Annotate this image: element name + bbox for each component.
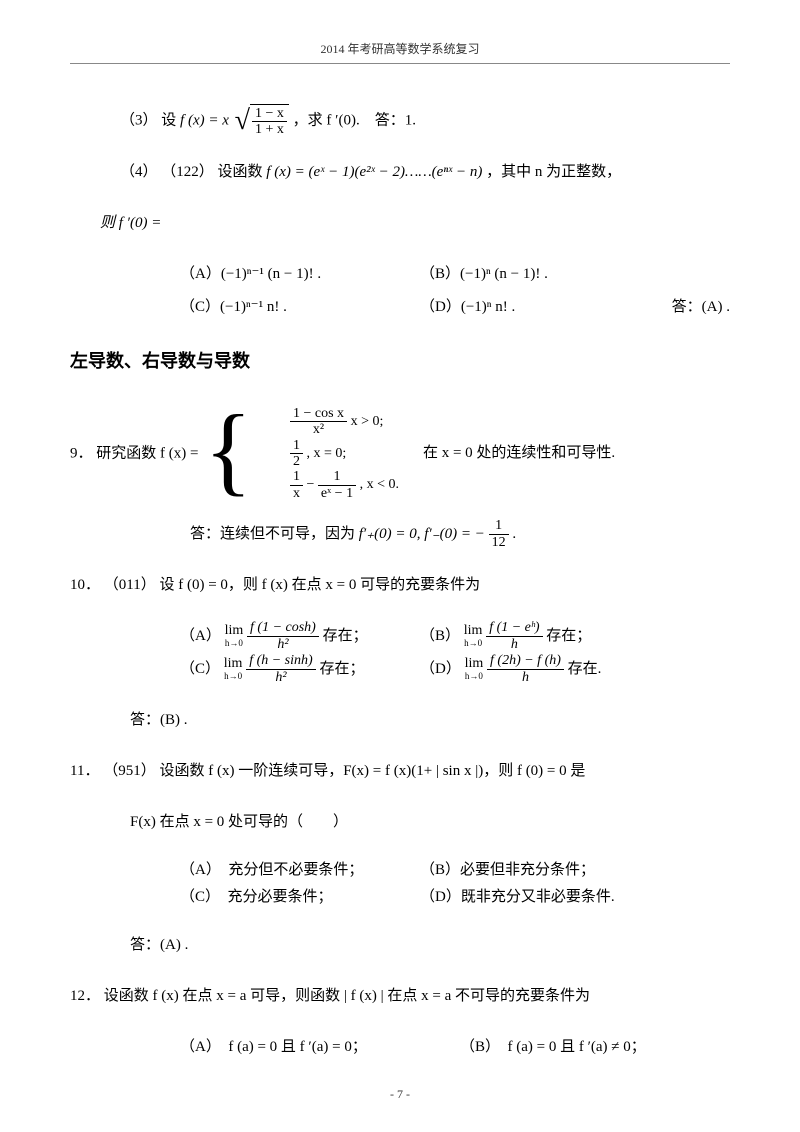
den: eˣ − 1 (318, 486, 356, 501)
cond: , x < 0. (360, 478, 399, 493)
opt-label: （A） (180, 628, 221, 644)
problem-9-answer: 答：连续但不可导，因为 f′₊(0) = 0, f′₋(0) = − 112 . (70, 518, 730, 551)
lim: limh→0 (224, 657, 243, 681)
answer: 答：(A) . (630, 291, 730, 324)
brace-icon: { (204, 400, 252, 500)
opt-label: （C） (180, 661, 220, 677)
num: 12． (70, 988, 100, 1004)
label: （3） (120, 112, 158, 128)
num: f (h − sinh) (246, 653, 316, 669)
problem-4: （4） （122） 设函数 f (x) = (eˣ − 1)(e²ˣ − 2)…… (70, 156, 730, 189)
lim: limh→0 (464, 624, 483, 648)
text: 设函数 f (x) 在点 x = a 可导，则函数 | f (x) | 在点 x… (104, 988, 590, 1004)
num: 1 − cos x (290, 406, 347, 422)
problem-11-line2: F(x) 在点 x = 0 处可导的（ ） (70, 806, 730, 839)
text: ，其中 n 为正整数， (486, 164, 621, 180)
den: h² (247, 637, 319, 652)
num: f (2h) − f (h) (487, 653, 564, 669)
section-heading: 左导数、右导数与导数 (70, 342, 730, 382)
page-footer: - 7 - (0, 1087, 800, 1102)
opt-a: （A） f (a) = 0 且 f ′(a) = 0； (180, 1031, 460, 1064)
problem-10: 10． （011） 设 f (0) = 0，则 f (x) 在点 x = 0 可… (70, 569, 730, 602)
problem-4-options-row1: （A）(−1)ⁿ⁻¹ (n − 1)! . （B）(−1)ⁿ (n − 1)! … (70, 258, 730, 291)
problem-3: （3） 设 f (x) = x √ 1 − x1 + x ，求 f ′(0). … (70, 104, 730, 138)
problem-11-row1: （A） 充分但不必要条件； （B）必要但非充分条件； (70, 857, 730, 884)
text: 存在； (546, 628, 591, 644)
text: 研究函数 f (x) = (96, 445, 202, 461)
opt-b: （B） f (a) = 0 且 f ′(a) ≠ 0； (460, 1031, 730, 1064)
sqrt: √ 1 − x1 + x (233, 104, 289, 138)
den: h (487, 670, 564, 685)
num: 1 (318, 469, 356, 485)
cond: x > 0; (351, 414, 384, 429)
num: f (1 − cosh) (247, 620, 319, 636)
lim: limh→0 (225, 624, 244, 648)
opt-d: （D）既非充分又非必要条件. (420, 884, 730, 911)
problem-12: 12． 设函数 f (x) 在点 x = a 可导，则函数 | f (x) | … (70, 980, 730, 1013)
den: 2 (290, 454, 303, 469)
num: 9． (70, 445, 93, 461)
ref: （951） (103, 763, 156, 779)
opt-b: （B）必要但非充分条件； (420, 857, 730, 884)
text: 设 (161, 112, 180, 128)
text: 存在； (319, 661, 364, 677)
text: 设函数 f (x) 一阶连续可导，F(x) = f (x)(1+ | sin x… (159, 763, 585, 779)
problem-4-then: 则 f ′(0) = (70, 207, 730, 240)
den: h (486, 637, 542, 652)
opt-a: （A） 充分但不必要条件； (180, 857, 420, 884)
den: x² (290, 422, 347, 437)
opt-a: （A）(−1)ⁿ⁻¹ (n − 1)! . (180, 258, 420, 291)
fx: f (x) = (eˣ − 1)(e²ˣ − 2)……(eⁿˣ − n) (266, 164, 482, 180)
text: 答：连续但不可导，因为 (190, 526, 359, 542)
den: x (290, 486, 303, 501)
text: 设函数 (218, 164, 267, 180)
problem-11-answer: 答：(A) . (70, 929, 730, 962)
text: . (512, 526, 516, 542)
den: h² (246, 670, 316, 685)
ref: （122） (161, 164, 214, 180)
lim: limh→0 (465, 657, 484, 681)
text: 则 f ′(0) = (100, 215, 161, 231)
fx: f (x) = x (180, 112, 229, 128)
den: 12 (489, 535, 509, 550)
problem-10-answer: 答：(B) . (70, 704, 730, 737)
cond: , x = 0; (307, 446, 347, 461)
problem-11: 11． （951） 设函数 f (x) 一阶连续可导，F(x) = f (x)(… (70, 755, 730, 788)
opt-b: （B）(−1)ⁿ (n − 1)! . (420, 258, 730, 291)
num: 1 (489, 518, 509, 534)
text: 设 f (0) = 0，则 f (x) 在点 x = 0 可导的充要条件为 (159, 577, 480, 593)
page-header: 2014 年考研高等数学系统复习 (70, 40, 730, 64)
label: （4） (120, 164, 158, 180)
den: 1 + x (252, 122, 287, 137)
opt-label: （B） (420, 628, 460, 644)
text: 存在； (323, 628, 368, 644)
num: 1 − x (252, 106, 287, 122)
text: 存在. (568, 661, 602, 677)
problem-4-options-row2: （C）(−1)ⁿ⁻¹ n! . （D）(−1)ⁿ n! . 答：(A) . (70, 291, 730, 324)
opt-c: （C） 充分必要条件； (180, 884, 420, 911)
problem-11-row2: （C） 充分必要条件； （D）既非充分又非必要条件. (70, 884, 730, 911)
ref: （011） (104, 577, 156, 593)
num: 1 (290, 469, 303, 485)
num: f (1 − eʰ) (486, 620, 542, 636)
opt-d: （D）(−1)ⁿ n! . (420, 291, 630, 324)
num: 10． (70, 577, 100, 593)
problem-9: 9． 研究函数 f (x) = { 1 − cos xx² x > 0; 12 … (70, 404, 730, 504)
opt-c: （C）(−1)ⁿ⁻¹ n! . (180, 291, 420, 324)
num: 11． (70, 763, 99, 779)
problem-10-row2: （C） limh→0 f (h − sinh)h² 存在； （D） limh→0… (70, 653, 730, 686)
problem-9-right: 在 x = 0 处的连续性和可导性. (399, 437, 615, 470)
text: ，求 f ′(0). 答：1. (293, 112, 416, 128)
page-content: （3） 设 f (x) = x √ 1 − x1 + x ，求 f ′(0). … (70, 104, 730, 1064)
text: f′₊(0) = 0, f′₋(0) = − (359, 526, 485, 542)
opt-label: （D） (420, 661, 461, 677)
num: 1 (290, 438, 303, 454)
problem-10-row1: （A） limh→0 f (1 − cosh)h² 存在； （B） limh→0… (70, 620, 730, 653)
piecewise: 1 − cos xx² x > 0; 12 , x = 0; 1x − 1eˣ … (290, 406, 399, 501)
problem-12-row: （A） f (a) = 0 且 f ′(a) = 0； （B） f (a) = … (70, 1031, 730, 1064)
